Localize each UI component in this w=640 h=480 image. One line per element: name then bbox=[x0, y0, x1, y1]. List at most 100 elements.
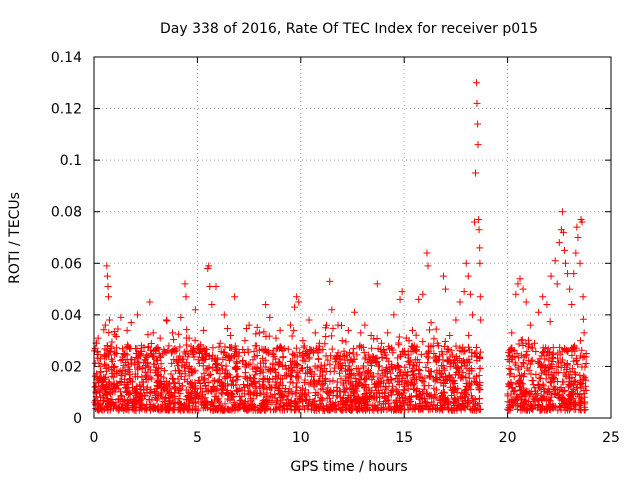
data-point-marker bbox=[206, 370, 214, 378]
data-point-marker bbox=[537, 392, 545, 400]
data-point-marker bbox=[211, 377, 219, 385]
data-point-marker bbox=[520, 370, 528, 378]
data-point-marker bbox=[425, 392, 433, 400]
data-point-marker bbox=[99, 375, 107, 383]
data-point-marker bbox=[275, 404, 283, 412]
data-point-marker bbox=[456, 298, 464, 306]
data-point-marker bbox=[435, 367, 443, 375]
data-point-marker bbox=[291, 389, 299, 397]
data-point-marker bbox=[361, 355, 369, 363]
data-point-marker bbox=[389, 382, 397, 390]
data-point-marker bbox=[582, 360, 590, 368]
data-point-marker bbox=[191, 385, 199, 393]
plot-frame bbox=[93, 56, 612, 419]
data-point-marker bbox=[252, 383, 260, 391]
data-point-marker bbox=[350, 345, 358, 353]
data-point-marker bbox=[239, 358, 247, 366]
data-point-marker bbox=[94, 334, 102, 342]
data-point-marker bbox=[98, 374, 106, 382]
data-point-marker bbox=[123, 397, 131, 405]
data-point-marker bbox=[468, 406, 476, 414]
data-point-marker bbox=[378, 354, 386, 362]
data-point-marker bbox=[536, 355, 544, 363]
data-point-marker bbox=[95, 400, 103, 408]
data-point-marker bbox=[260, 328, 268, 336]
data-point-marker bbox=[395, 372, 403, 380]
data-point-marker bbox=[427, 368, 435, 376]
data-point-marker bbox=[195, 392, 203, 400]
data-point-marker bbox=[224, 380, 232, 388]
data-point-marker bbox=[535, 401, 543, 409]
data-point-marker bbox=[205, 262, 213, 270]
data-point-marker bbox=[212, 282, 220, 290]
data-point-marker bbox=[334, 321, 342, 329]
data-point-marker bbox=[426, 372, 434, 380]
data-point-marker bbox=[454, 364, 462, 372]
data-point-marker bbox=[251, 379, 259, 387]
data-point-marker bbox=[546, 318, 554, 326]
data-point-marker bbox=[194, 395, 202, 403]
data-point-marker bbox=[552, 385, 560, 393]
y-tick-label: 0.08 bbox=[51, 205, 82, 221]
data-point-marker bbox=[568, 301, 576, 309]
data-point-marker bbox=[462, 373, 470, 381]
data-point-marker bbox=[251, 342, 259, 350]
data-point-marker bbox=[437, 370, 445, 378]
data-point-marker bbox=[222, 366, 230, 374]
data-point-marker bbox=[581, 363, 589, 371]
data-point-marker bbox=[512, 400, 520, 408]
data-point-marker bbox=[136, 351, 144, 359]
data-point-marker bbox=[109, 381, 117, 389]
data-point-marker bbox=[241, 390, 249, 398]
data-point-marker bbox=[431, 391, 439, 399]
data-point-marker bbox=[327, 352, 335, 360]
data-point-marker bbox=[167, 370, 175, 378]
data-point-marker bbox=[288, 350, 296, 358]
y-tick-label: 0.06 bbox=[51, 256, 82, 272]
data-point-marker bbox=[431, 377, 439, 385]
data-point-marker bbox=[226, 343, 234, 351]
data-point-marker bbox=[104, 406, 112, 414]
data-point-marker bbox=[541, 363, 549, 371]
data-point-marker bbox=[106, 316, 114, 324]
data-point-marker bbox=[322, 367, 330, 375]
data-point-marker bbox=[134, 396, 142, 404]
data-point-marker bbox=[474, 120, 482, 128]
data-point-marker bbox=[328, 306, 336, 314]
data-point-marker bbox=[364, 404, 372, 412]
data-point-marker bbox=[263, 385, 271, 393]
data-point-marker bbox=[276, 360, 284, 368]
data-point-marker bbox=[327, 387, 335, 395]
data-point-marker bbox=[425, 326, 433, 334]
data-point-marker bbox=[385, 345, 393, 353]
data-point-marker bbox=[522, 298, 530, 306]
data-point-marker bbox=[125, 406, 133, 414]
data-point-marker bbox=[218, 386, 226, 394]
data-point-marker bbox=[160, 346, 168, 354]
data-point-marker bbox=[294, 399, 302, 407]
data-point-marker bbox=[290, 351, 298, 359]
data-point-marker bbox=[279, 402, 287, 410]
data-point-marker bbox=[424, 262, 432, 270]
data-point-marker bbox=[391, 406, 399, 414]
data-point-marker bbox=[103, 367, 111, 375]
data-point-marker bbox=[293, 360, 301, 368]
data-point-marker bbox=[249, 365, 257, 373]
data-point-marker bbox=[356, 368, 364, 376]
data-point-marker bbox=[316, 366, 324, 374]
data-point-marker bbox=[517, 406, 525, 414]
data-point-marker bbox=[147, 340, 155, 348]
data-point-marker bbox=[141, 392, 149, 400]
data-point-marker bbox=[231, 342, 239, 350]
data-point-marker bbox=[143, 359, 151, 367]
data-point-marker bbox=[132, 388, 140, 396]
data-point-marker bbox=[121, 405, 129, 413]
data-point-marker bbox=[299, 396, 307, 404]
data-point-marker bbox=[513, 349, 521, 357]
data-point-marker bbox=[523, 348, 531, 356]
data-point-marker bbox=[233, 376, 241, 384]
y-tick-label: 0.14 bbox=[51, 50, 82, 66]
data-point-marker bbox=[529, 393, 537, 401]
data-point-marker bbox=[432, 325, 440, 333]
data-point-marker bbox=[328, 345, 336, 353]
